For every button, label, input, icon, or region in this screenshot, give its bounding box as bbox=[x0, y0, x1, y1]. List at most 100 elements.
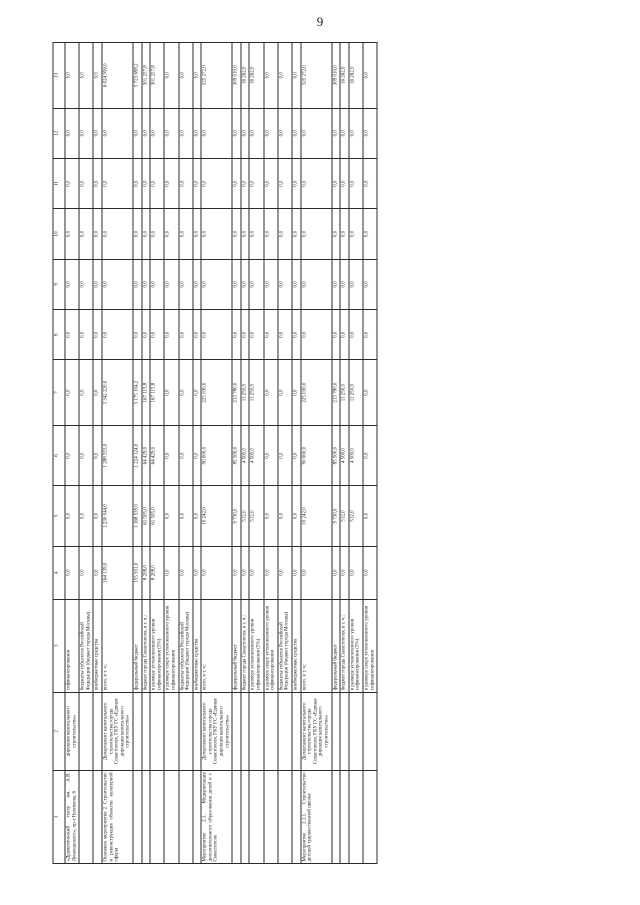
table-row: в размере установленного уровня софинанс… bbox=[249, 42, 264, 863]
cell-value-col-6: 90 000,0 bbox=[300, 424, 332, 486]
cell-executor bbox=[263, 691, 278, 770]
cell-value-col-11: 0,0 bbox=[277, 157, 292, 209]
cell-value-col-9: 0,0 bbox=[101, 258, 133, 310]
cell-measure-name: Мероприятие 2.1. Модернизация дополнител… bbox=[201, 769, 233, 863]
cell-measure-name: «Драматический театр им. А.В. Луначарско… bbox=[65, 769, 80, 863]
cell-value-col-10: 0,0 bbox=[93, 208, 102, 259]
cell-value-col-10: 0,0 bbox=[292, 208, 301, 259]
cell-measure-name bbox=[263, 769, 278, 863]
cell-funding-source: бюджет города Севастополя, в т. ч.: bbox=[141, 598, 151, 692]
column-number-9: 9 bbox=[53, 258, 65, 310]
column-number-12: 12 bbox=[53, 107, 65, 158]
cell-value-col-5: 1 230 044,0 bbox=[101, 485, 133, 546]
cell-funding-source: в размере установленного уровня софинанс… bbox=[348, 598, 363, 692]
cell-executor: Департамент капитального строительства г… bbox=[300, 691, 332, 770]
cell-measure-name bbox=[79, 769, 94, 863]
column-number-8: 8 bbox=[53, 309, 65, 360]
cell-value-col-6: 0,0 bbox=[93, 424, 102, 486]
column-number-4: 4 bbox=[53, 545, 65, 599]
column-number-11: 11 bbox=[53, 157, 65, 209]
cell-value-col-6: 4 500,0 bbox=[240, 424, 250, 486]
cell-value-col-10: 0,0 bbox=[331, 208, 341, 259]
cell-value-col-9: 0,0 bbox=[132, 258, 142, 310]
cell-funding-source: всего, в т. ч.: bbox=[101, 598, 133, 692]
cell-value-col-5: 10 242,0 bbox=[300, 485, 332, 546]
cell-value-col-11: 0,0 bbox=[150, 157, 165, 209]
cell-value-col-9: 0,0 bbox=[340, 258, 349, 310]
table-row: в размере установленного уровня софинанс… bbox=[348, 42, 363, 863]
cell-value-col-8: 0,0 bbox=[232, 309, 241, 360]
table-row: внебюджетные средства 0,0 0,0 0,0 0,0 0,0 0,0 0… bbox=[93, 42, 102, 863]
cell-value-col-9: 0,0 bbox=[300, 258, 332, 310]
cell-value-col-12: 0,0 bbox=[348, 107, 363, 158]
cell-measure-name bbox=[232, 769, 241, 863]
cell-value-col-9: 0,0 bbox=[65, 258, 80, 310]
cell-value-col-12: 0,0 bbox=[79, 107, 94, 158]
cell-measure-name bbox=[132, 769, 142, 863]
cell-measure-name bbox=[277, 769, 292, 863]
table-row: внебюджетные средства 0,0 0,0 0,0 0,0 0,0 0,0 0… bbox=[192, 42, 202, 863]
table-row: в размере установленного уровня софинанс… bbox=[150, 42, 165, 863]
cell-value-col-13: 301 257,8 bbox=[150, 42, 165, 108]
cell-value-col-13: 6 024 956,0 bbox=[101, 42, 133, 108]
cell-measure-name bbox=[150, 769, 165, 863]
cell-value-col-4: 0,0 bbox=[300, 545, 332, 599]
cell-value-col-11: 0,0 bbox=[192, 157, 202, 209]
cell-value-col-12: 0,0 bbox=[164, 107, 179, 158]
cell-value-col-6: 64 429,0 bbox=[141, 424, 151, 486]
table-row: бюджет города Севастополя, в т. ч.: 0,0 51… bbox=[240, 42, 250, 863]
cell-value-col-5: 1 168 539,0 bbox=[132, 485, 142, 546]
cell-funding-source: всего, в т. ч.: bbox=[300, 598, 332, 692]
cell-value-col-12: 0,0 bbox=[93, 107, 102, 158]
table-row: в размере сверх установленного уровня со… bbox=[263, 42, 278, 863]
cell-executor bbox=[331, 691, 341, 770]
cell-value-col-12: 0,0 bbox=[178, 107, 193, 158]
table-body: «Драматический театр им. А.В. Луначарско… bbox=[65, 42, 378, 863]
cell-executor bbox=[164, 691, 179, 770]
cell-value-col-4: 0,0 bbox=[249, 545, 264, 599]
cell-value-col-13: 0,0 bbox=[178, 42, 193, 108]
cell-value-col-7: 11 250,0 bbox=[340, 359, 349, 425]
cell-executor bbox=[232, 691, 241, 770]
cell-measure-name bbox=[340, 769, 349, 863]
cell-value-col-13: 16 262,0 bbox=[348, 42, 363, 108]
cell-value-col-7: 0,0 bbox=[192, 359, 202, 425]
cell-value-col-10: 0,0 bbox=[232, 208, 241, 259]
cell-executor bbox=[249, 691, 264, 770]
cell-value-col-6: 64 429,0 bbox=[150, 424, 165, 486]
cell-value-col-12: 0,0 bbox=[249, 107, 264, 158]
cell-measure-name bbox=[164, 769, 179, 863]
cell-value-col-13: 301 257,8 bbox=[141, 42, 151, 108]
cell-value-col-7: 0,0 bbox=[93, 359, 102, 425]
cell-value-col-4: 8 208,0 bbox=[141, 545, 151, 599]
cell-funding-source: внебюджетные средства bbox=[292, 598, 301, 692]
table-row: бюджет города Севастополя, в т. ч.: 8 208… bbox=[141, 42, 151, 863]
cell-value-col-13: 0,0 bbox=[79, 42, 94, 108]
cell-value-col-9: 0,0 bbox=[249, 258, 264, 310]
cell-value-col-8: 0,0 bbox=[249, 309, 264, 360]
cell-value-col-6: 0,0 bbox=[164, 424, 179, 486]
cell-value-col-4: 0,0 bbox=[277, 545, 292, 599]
cell-value-col-11: 0,0 bbox=[249, 157, 264, 209]
cell-funding-source: федеральный бюджет bbox=[232, 598, 241, 692]
cell-value-col-13: 0,0 bbox=[292, 42, 301, 108]
cell-value-col-13: 0,0 bbox=[362, 42, 378, 108]
cell-value-col-9: 0,0 bbox=[164, 258, 179, 310]
cell-value-col-13: 16 262,0 bbox=[249, 42, 264, 108]
cell-value-col-6: 0,0 bbox=[292, 424, 301, 486]
cell-value-col-9: 0,0 bbox=[232, 258, 241, 310]
cell-value-col-4: 0,0 bbox=[292, 545, 301, 599]
cell-value-col-6: 4 500,0 bbox=[348, 424, 363, 486]
column-number-row: 1 2 3 4 5 6 7 8 9 10 11 12 13 bbox=[53, 42, 65, 863]
cell-value-col-10: 0,0 bbox=[65, 208, 80, 259]
cell-value-col-5: 9 730,0 bbox=[232, 485, 241, 546]
cell-value-col-11: 0,0 bbox=[101, 157, 133, 209]
cell-executor bbox=[340, 691, 349, 770]
cell-value-col-9: 0,0 bbox=[141, 258, 151, 310]
cell-value-col-10: 0,0 bbox=[101, 208, 133, 259]
cell-executor: дирекция капитального строительства» bbox=[65, 691, 80, 770]
cell-executor bbox=[132, 691, 142, 770]
cell-value-col-13: 16 262,0 bbox=[340, 42, 349, 108]
cell-value-col-7: 0,0 bbox=[292, 359, 301, 425]
cell-value-col-9: 0,0 bbox=[362, 258, 378, 310]
